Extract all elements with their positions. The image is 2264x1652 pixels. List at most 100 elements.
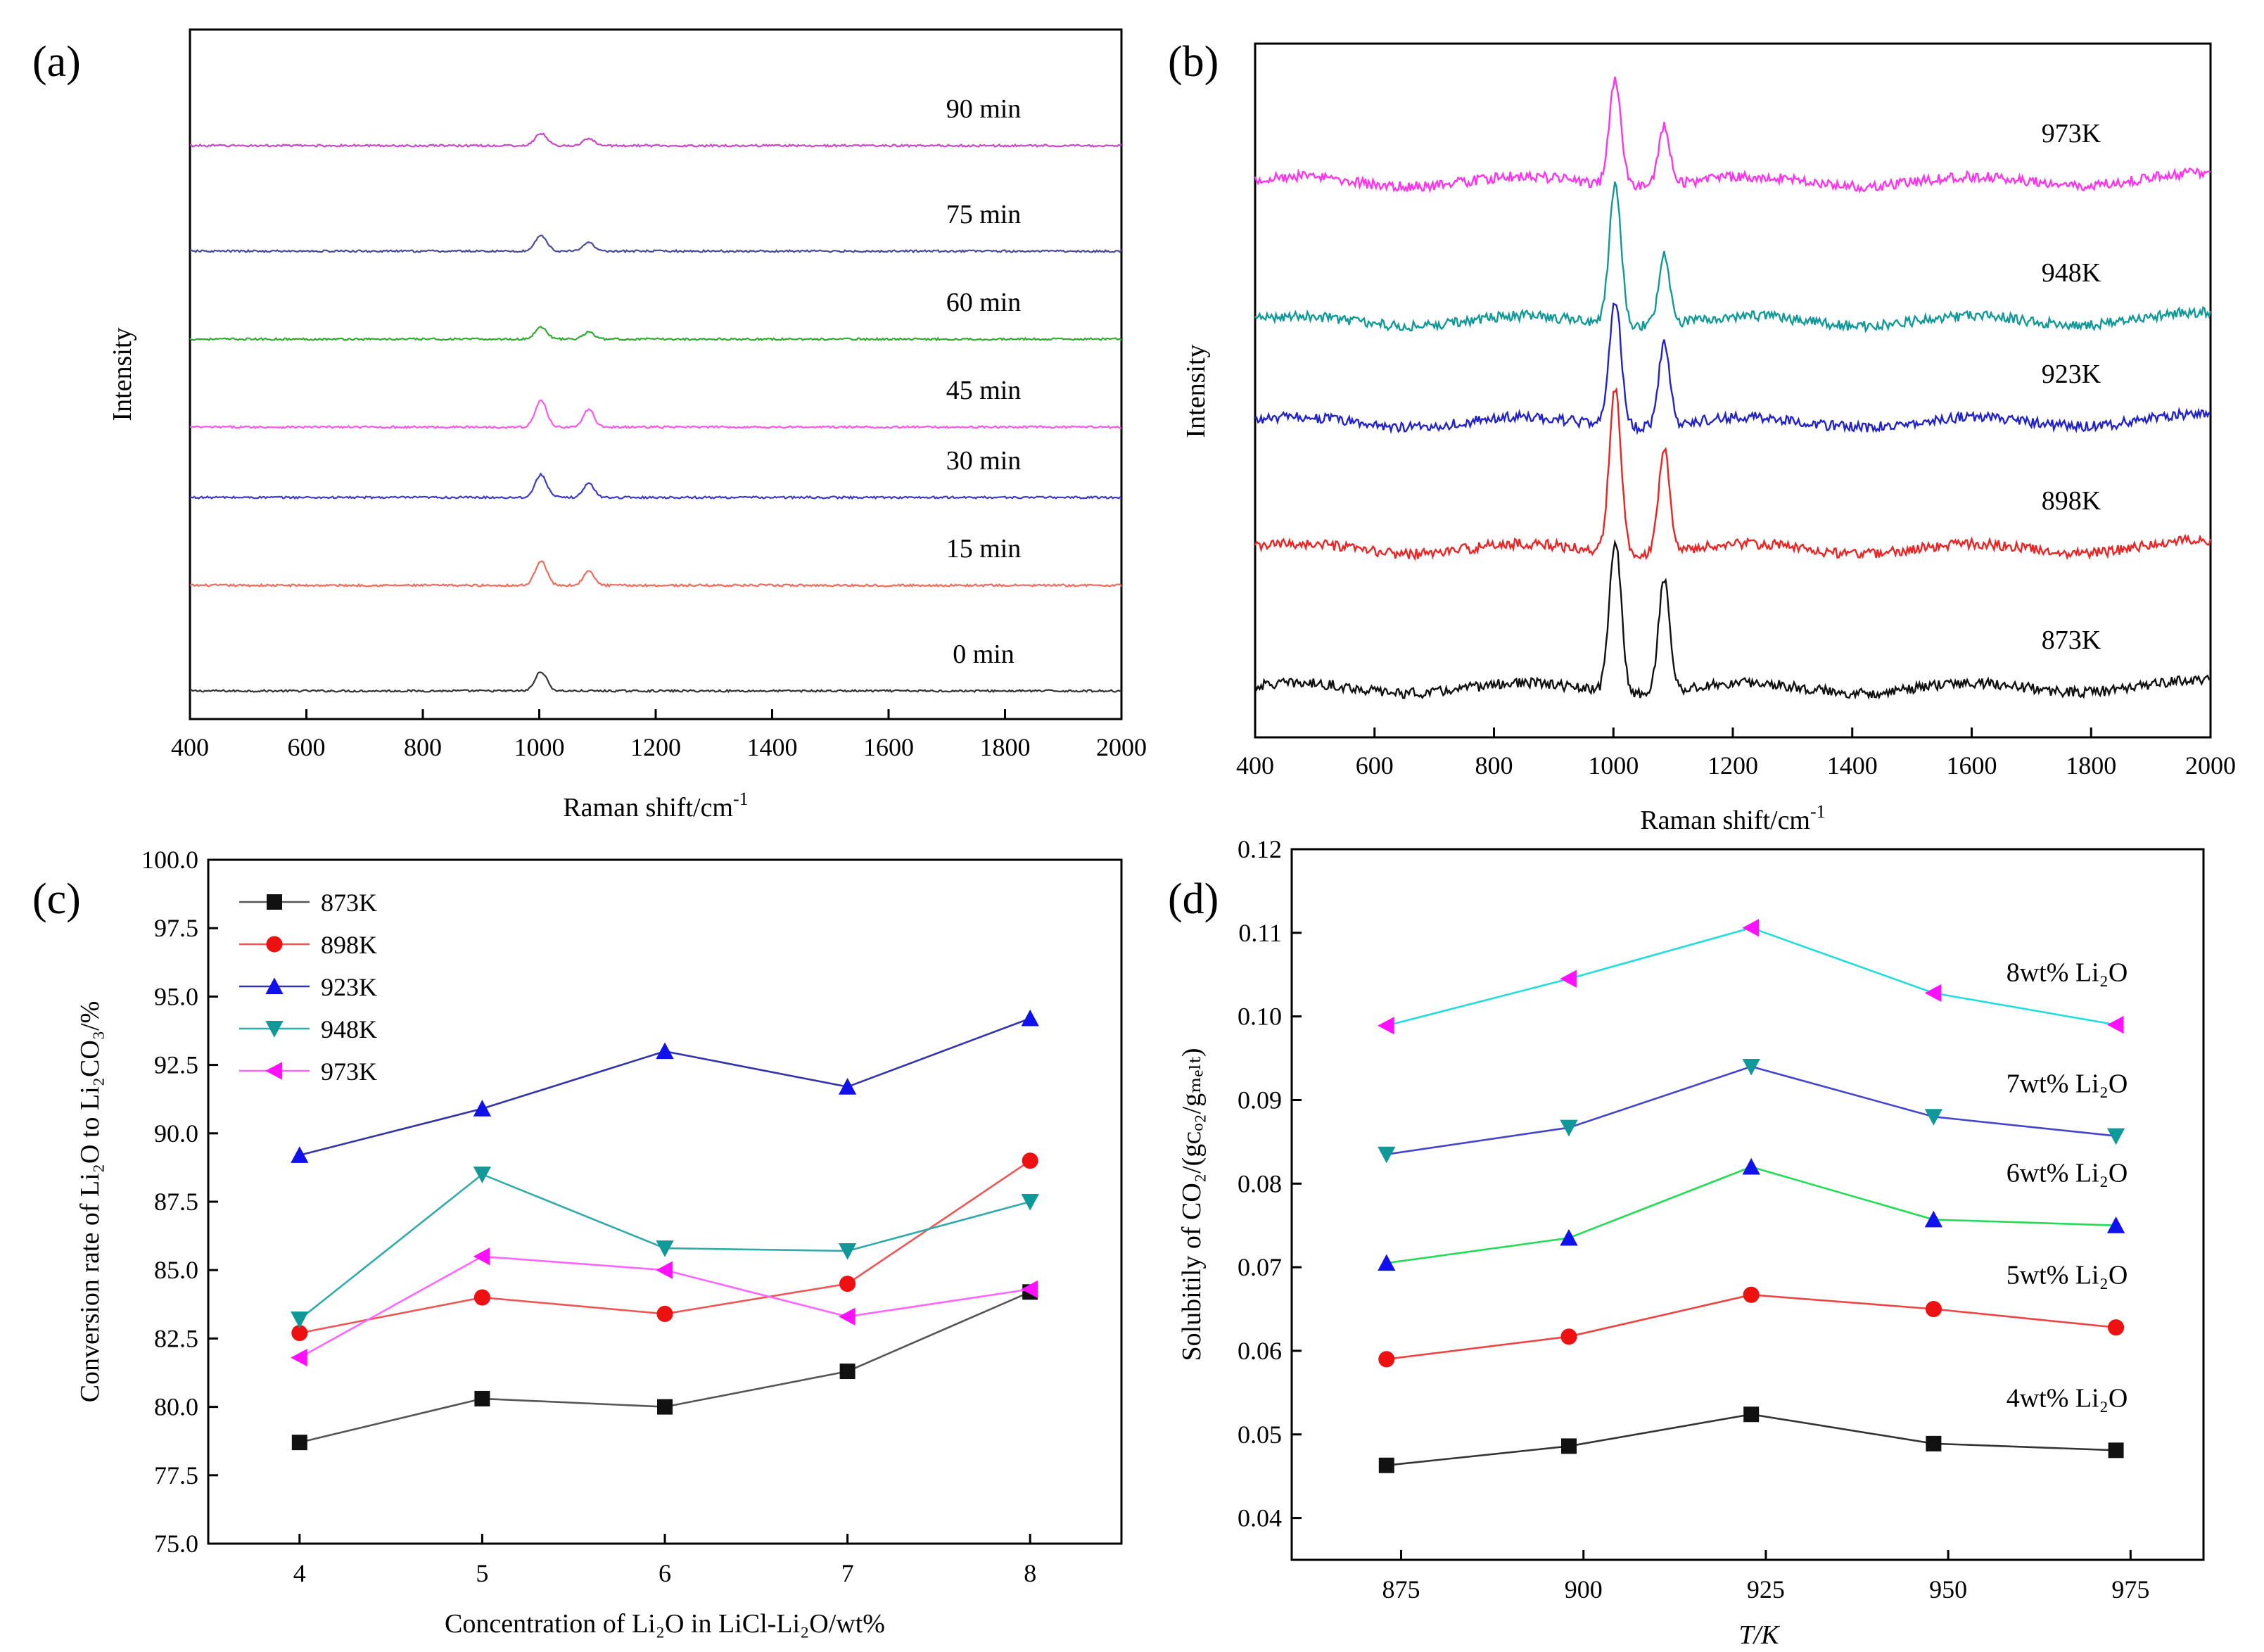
marker-triangle-left <box>291 1348 307 1367</box>
trace-label: 45 min <box>946 376 1022 405</box>
panel-a: (a) 0 min 15 min 30 min 45 min 60 min 75 min 9… <box>32 28 1147 822</box>
trace-label: 60 min <box>946 288 1022 317</box>
x-tick-label: 7 <box>841 1559 854 1587</box>
marker-triangle-left <box>1378 1017 1394 1035</box>
panel-b-x-axis-label: Raman shift/cm-1 <box>1640 801 1825 835</box>
marker-circle <box>1022 1152 1038 1169</box>
trace-label: 948K <box>2042 258 2101 288</box>
panel-b-label: (b) <box>1168 38 1219 86</box>
marker-triangle-left <box>1924 984 1942 1003</box>
y-tick-label: 0.11 <box>1238 919 1282 947</box>
x-tick-label: 875 <box>1382 1575 1420 1603</box>
marker-triangle-down <box>838 1243 857 1260</box>
x-tick-label: 1000 <box>514 733 565 761</box>
x-tick-label: 800 <box>1475 751 1513 780</box>
y-tick-label: 85.0 <box>154 1256 198 1284</box>
series-948k <box>291 1167 1039 1328</box>
trace-label: 75 min <box>946 200 1022 229</box>
legend-label: 973K <box>321 1057 377 1086</box>
x-tick-label: 400 <box>1236 751 1274 780</box>
panel-d-plot-frame <box>1290 848 2205 1561</box>
panel-b: (b) 873K 898K 923K 948K 973K 400 600 800 1000 12… <box>1168 38 2236 835</box>
trace-label: 973K <box>2042 119 2101 148</box>
marker-square <box>291 1435 307 1451</box>
series-973k <box>291 1247 1038 1367</box>
x-tick-label: 1200 <box>1707 751 1758 780</box>
legend-label: 898K <box>321 931 377 959</box>
marker-triangle-up <box>1924 1210 1943 1228</box>
spectrum-trace-30-min <box>189 472 1122 500</box>
spectrum-trace-45-min <box>189 399 1122 430</box>
panel-d-label: (d) <box>1168 875 1219 923</box>
y-tick-label: 0.06 <box>1238 1337 1282 1365</box>
panel-d: (d) 875 900 925 950 975 0.04 0.05 0.06 0.07 0.08 0… <box>1168 835 2205 1650</box>
marker-triangle-down <box>656 1240 674 1257</box>
spectrum-trace-0-min <box>189 671 1122 694</box>
marker-triangle-up <box>656 1042 674 1060</box>
marker-circle <box>839 1276 856 1292</box>
spectrum-trace-898k <box>1254 387 2212 561</box>
trace-label: 30 min <box>946 446 1022 476</box>
marker-square <box>657 1399 673 1415</box>
marker-square <box>839 1364 856 1380</box>
marker-triangle-left <box>656 1261 673 1279</box>
x-tick-label: 1400 <box>1827 751 1878 780</box>
y-tick-label: 0.05 <box>1238 1421 1282 1449</box>
x-tick-label: 4 <box>293 1559 306 1587</box>
panel-c-legend: 873K 898K 923K 948K 973K <box>239 889 377 1086</box>
marker-triangle-up <box>1021 1009 1039 1027</box>
trace-label: 923K <box>2042 360 2101 389</box>
marker-triangle-down <box>1021 1194 1039 1211</box>
marker-triangle-down <box>473 1167 492 1183</box>
panel-b-traces: 873K 898K 923K 948K 973K <box>1254 76 2212 700</box>
spectrum-trace-873k <box>1254 539 2211 700</box>
panel-c-x-axis-label: Concentration of Li₂O in LiCl-Li₂O/wt% <box>445 1609 885 1639</box>
x-tick-label: 1400 <box>747 733 798 761</box>
marker-square <box>1378 1457 1394 1473</box>
marker-square <box>1743 1406 1760 1423</box>
panel-a-traces: 0 min 15 min 30 min 45 min 60 min 75 min 90 mi… <box>189 94 1122 694</box>
marker-circle <box>266 936 283 953</box>
series-5wt-li-o: 5wt% Li₂O <box>1378 1261 2128 1368</box>
series-6wt-li-o: 6wt% Li₂O <box>1378 1157 2128 1271</box>
y-tick-label: 77.5 <box>154 1461 198 1489</box>
panel-c-label: (c) <box>32 875 81 923</box>
marker-triangle-up <box>473 1100 492 1117</box>
marker-circle <box>1560 1328 1577 1345</box>
panel-b-x-axis-label-sup: -1 <box>1810 801 1826 822</box>
trace-label: 15 min <box>946 534 1022 564</box>
y-tick-label: 87.5 <box>154 1188 198 1216</box>
panel-c-y-axis-label: Conversion rate of Li₂O to Li₂CO₃/% <box>75 1001 105 1403</box>
panel-d-x-axis-label: T/K <box>1738 1620 1780 1650</box>
panel-c-series <box>291 1009 1039 1451</box>
x-tick-label: 6 <box>659 1559 671 1587</box>
x-tick-label: 1600 <box>863 733 914 761</box>
x-tick-label: 925 <box>1747 1575 1785 1603</box>
x-tick-label: 1200 <box>630 733 681 761</box>
marker-triangle-up <box>291 1146 309 1163</box>
panel-a-x-axis-label-text: Raman shift/cm <box>563 793 733 822</box>
marker-circle <box>1743 1286 1760 1303</box>
marker-triangle-up <box>838 1078 857 1095</box>
panel-d-axes: 875 900 925 950 975 0.04 0.05 0.06 0.07 0.08 0.09 0… <box>1238 835 2149 1603</box>
marker-square <box>2108 1442 2124 1459</box>
y-tick-label: 100.0 <box>141 846 198 874</box>
y-tick-label: 95.0 <box>154 982 198 1010</box>
marker-triangle-left <box>1560 970 1577 988</box>
marker-triangle-left <box>2106 1015 2124 1034</box>
marker-triangle-up <box>1378 1254 1396 1271</box>
y-tick-label: 0.04 <box>1238 1504 1282 1532</box>
marker-triangle-down <box>265 1021 284 1038</box>
series-label: 7wt% Li₂O <box>2007 1069 2128 1099</box>
panel-c-axes: 4 5 6 7 8 75.0 77.5 80.0 82.5 85.0 87.5 90.0 92.5 95.… <box>141 846 1036 1587</box>
x-tick-label: 975 <box>2111 1575 2149 1603</box>
marker-triangle-up <box>265 977 284 994</box>
spectrum-trace-60-min <box>189 325 1122 342</box>
panel-b-y-axis-label: Intensity <box>1181 345 1211 438</box>
x-tick-label: 600 <box>1356 751 1394 780</box>
series-label: 6wt% Li₂O <box>2007 1159 2128 1188</box>
panel-d-series: 4wt% Li₂O 5wt% Li₂O 6wt% Li₂O 7wt% Li₂O 8wt%… <box>1378 919 2128 1473</box>
marker-circle <box>473 1289 490 1306</box>
